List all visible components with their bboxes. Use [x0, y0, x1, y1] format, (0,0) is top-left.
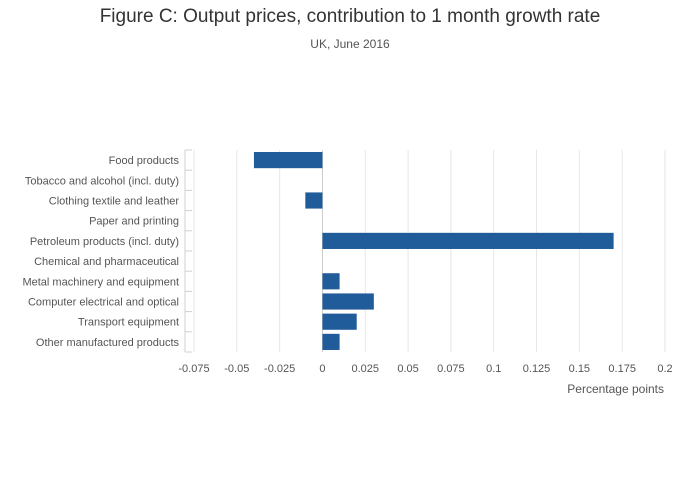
- bar: [322, 333, 340, 350]
- category-label: Paper and printing: [89, 216, 179, 228]
- bar: [305, 192, 323, 209]
- x-tick-label: -0.05: [224, 363, 249, 375]
- chart-title: Figure C: Output prices, contribution to…: [99, 6, 601, 27]
- category-label: Other manufactured products: [36, 337, 180, 349]
- x-tick-label: 0.025: [352, 363, 380, 375]
- category-label: Tobacco and alcohol (incl. duty): [25, 175, 179, 187]
- x-tick-label: 0.2: [657, 363, 672, 375]
- value-axis: -0.075 -0.05 -0.025 0 0.025 0.05 0.075 0.1 0.125…: [178, 363, 672, 375]
- x-tick-label: 0.05: [397, 363, 418, 375]
- category-axis: Food products Tobacco and alcohol (incl. …: [22, 149, 192, 353]
- bar: [253, 152, 323, 169]
- bars: [253, 152, 614, 350]
- gridlines: [193, 150, 666, 352]
- x-tick-label: 0.125: [523, 363, 551, 375]
- category-label: Chemical and pharmaceutical: [34, 256, 179, 268]
- bar: [322, 232, 614, 249]
- category-label: Food products: [109, 155, 180, 167]
- x-tick-label: -0.025: [264, 363, 295, 375]
- category-label: Petroleum products (incl. duty): [30, 236, 179, 248]
- bar: [322, 293, 374, 310]
- x-tick-label: -0.075: [178, 363, 209, 375]
- category-label: Transport equipment: [78, 317, 179, 329]
- chart-subtitle: UK, June 2016: [310, 37, 390, 51]
- x-axis-title: Percentage points: [567, 382, 664, 396]
- x-tick-label: 0.15: [569, 363, 590, 375]
- x-tick-label: 0: [319, 363, 325, 375]
- bar: [322, 273, 340, 290]
- category-label: Computer electrical and optical: [28, 297, 179, 309]
- x-tick-label: 0.175: [608, 363, 636, 375]
- x-tick-label: 0.075: [437, 363, 465, 375]
- category-label: Clothing textile and leather: [49, 196, 180, 208]
- category-label: Metal machinery and equipment: [22, 276, 179, 288]
- bar: [322, 313, 357, 330]
- x-tick-label: 0.1: [486, 363, 501, 375]
